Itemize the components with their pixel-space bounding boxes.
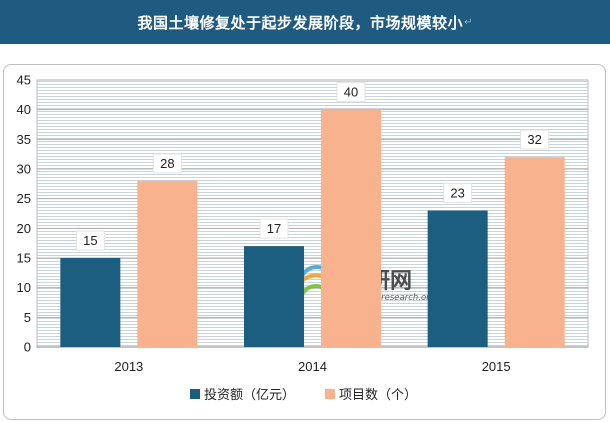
y-tick-label: 10 [17,280,31,295]
y-tick-label: 0 [24,340,31,355]
bar-investment-2013 [60,258,121,347]
data-label-box [75,230,105,251]
legend-swatch-projects [325,389,335,399]
y-tick-label: 20 [17,221,31,236]
gridlines [37,79,588,348]
y-tick-label: 5 [24,310,31,325]
data-labels: 15 28 17 40 23 32 [75,82,550,251]
chart-title: 我国土壤修复处于起步发展阶段，市场规模较小 [137,13,464,32]
y-tick-label: 40 [17,102,31,117]
legend: 投资额（亿元） 项目数（个） [190,387,417,403]
data-label-projects-2013: 28 [160,156,174,171]
plot-area [36,79,589,348]
data-label-box [336,82,366,103]
y-axis: 0 5 10 15 20 25 30 35 40 45 [17,73,31,355]
title-bar: 我国土壤修复处于起步发展阶段，市场规模较小 ↵ [0,0,610,44]
watermark-url-text: www.proresearch.org [344,293,436,303]
data-label-investment-2014: 17 [267,221,281,236]
data-label-investment-2013: 15 [83,233,97,248]
data-label-projects-2015: 32 [527,132,541,147]
x-tick-label: 2013 [114,359,143,374]
data-label-investment-2015: 23 [450,186,464,201]
x-tick-label: 2015 [482,359,511,374]
y-tick-label: 35 [17,132,31,147]
bar-projects-2013 [137,180,198,347]
legend-swatch-investment [190,389,200,399]
data-label-box [152,153,182,174]
data-label-box [259,218,289,239]
data-label-projects-2014: 40 [344,85,358,100]
x-tick-label: 2014 [298,359,327,374]
bar-investment-2015 [427,210,488,347]
x-axis: 2013 2014 2015 [114,359,510,374]
bar-projects-2015 [504,157,565,347]
return-mark-icon: ↵ [464,16,473,28]
legend-label-investment: 投资额（亿元） [204,387,295,403]
data-label-box [443,183,473,204]
y-tick-label: 30 [17,162,31,177]
bar-investment-2014 [244,246,304,347]
data-label-box [520,129,550,150]
y-tick-label: 45 [17,73,31,88]
bars [60,109,565,348]
y-tick-label: 25 [17,191,31,206]
y-tick-label: 15 [17,251,31,266]
bar-projects-2014 [321,109,381,348]
legend-label-projects: 项目数（个） [339,388,417,403]
